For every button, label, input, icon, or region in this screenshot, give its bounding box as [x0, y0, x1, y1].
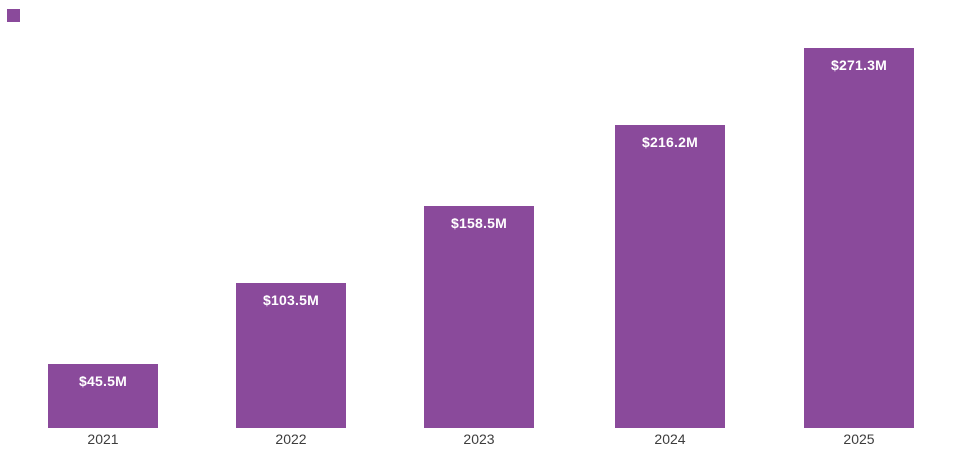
x-axis-label: 2024 — [654, 431, 686, 447]
x-axis-label: 2021 — [87, 431, 119, 447]
bar: $216.2M — [615, 125, 725, 428]
bar: $158.5M — [424, 206, 534, 428]
x-axis-label: 2025 — [843, 431, 875, 447]
legend-marker — [7, 9, 20, 22]
x-axis-label: 2023 — [463, 431, 495, 447]
bar: $103.5M — [236, 283, 346, 428]
bar: $45.5M — [48, 364, 158, 428]
bar-value-label: $158.5M — [451, 215, 507, 232]
bar-value-label: $271.3M — [831, 57, 887, 74]
bar-value-label: $103.5M — [263, 292, 319, 309]
x-axis-label: 2022 — [275, 431, 307, 447]
bar-value-label: $216.2M — [642, 134, 698, 151]
bar: $271.3M — [804, 48, 914, 428]
bar-value-label: $45.5M — [79, 373, 127, 390]
